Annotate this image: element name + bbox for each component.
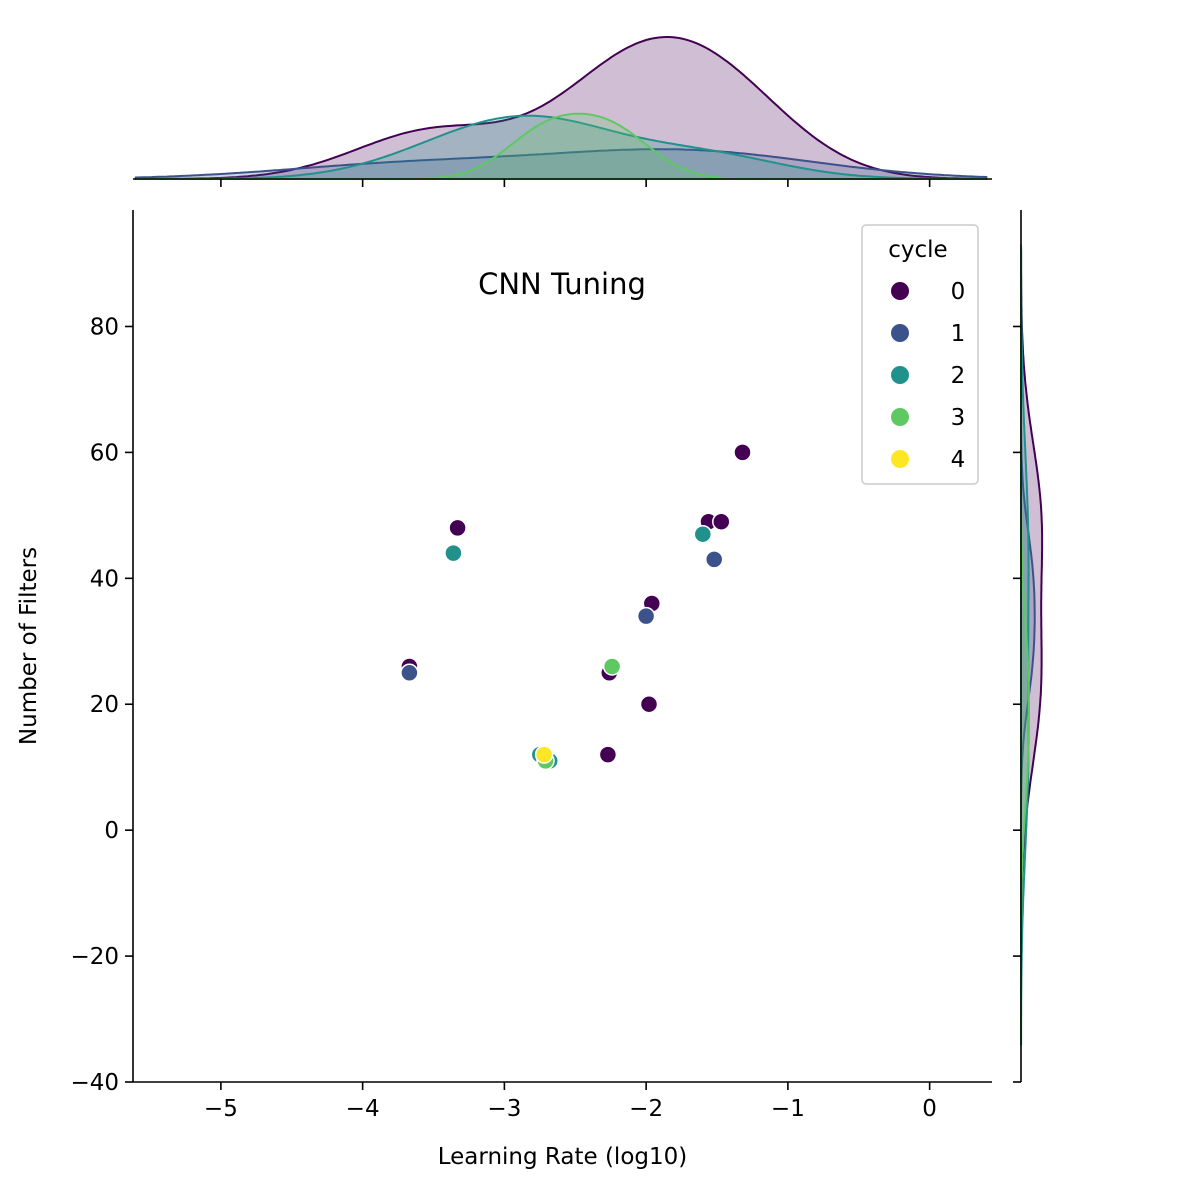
right-marginal-kde — [1020, 244, 1044, 1046]
scatter-point-cycle-0 — [639, 694, 659, 714]
scatter-point-cycle-2 — [444, 543, 463, 563]
legend-marker-cycle-2 — [891, 366, 909, 384]
legend-marker-cycle-4 — [891, 450, 909, 468]
top-marginal-kde — [134, 36, 988, 180]
legend: cycle 0 1 2 3 4 — [861, 224, 979, 485]
scatter-point-cycle-4 — [534, 745, 554, 764]
x-tick-label: −4 — [346, 1096, 380, 1122]
scatter-point-cycle-1 — [704, 550, 724, 569]
x-tick-label: −2 — [629, 1096, 663, 1122]
scatter-point-cycle-2 — [693, 524, 713, 544]
scatter-point-cycle-0 — [712, 512, 731, 531]
y-tick-label: −40 — [70, 1070, 119, 1096]
scatter-point-cycle-1 — [636, 606, 656, 626]
scatter-point-cycle-0 — [598, 745, 618, 764]
scatter-points — [400, 443, 752, 771]
y-tick-label: 20 — [90, 692, 119, 718]
x-tick-label: −5 — [204, 1096, 238, 1122]
y-tick-label: 40 — [90, 566, 119, 592]
x-axis-label: Learning Rate (log10) — [438, 1144, 688, 1170]
top-kde-series-1 — [134, 148, 988, 180]
legend-label-cycle-2: 2 — [951, 363, 966, 389]
y-tick-label: −20 — [70, 944, 119, 970]
y-tick-label: 60 — [90, 440, 119, 466]
legend-frame — [861, 224, 979, 485]
y-tick-label: 0 — [104, 818, 119, 844]
legend-marker-cycle-0 — [891, 282, 909, 300]
legend-label-cycle-3: 3 — [951, 405, 966, 431]
x-tick-label: 0 — [922, 1096, 937, 1122]
scatter-point-cycle-3 — [602, 657, 622, 676]
top-kde-series-0 — [135, 36, 988, 180]
x-tick-label: −3 — [487, 1096, 521, 1122]
x-tick-label: −1 — [771, 1096, 805, 1122]
legend-label-cycle-4: 4 — [951, 447, 966, 473]
legend-title: cycle — [888, 237, 947, 263]
y-axis-label: Number of Filters — [16, 547, 42, 745]
scatter-point-cycle-0 — [448, 518, 467, 538]
legend-marker-cycle-1 — [891, 324, 909, 342]
top-kde-series-2 — [135, 114, 987, 180]
chart-title: CNN Tuning — [478, 267, 646, 301]
legend-label-cycle-1: 1 — [951, 321, 966, 347]
y-tick-label: 80 — [90, 314, 119, 340]
scatter-point-cycle-1 — [400, 663, 419, 683]
legend-label-cycle-0: 0 — [951, 279, 966, 305]
legend-marker-cycle-3 — [891, 408, 909, 426]
scatter-point-cycle-0 — [733, 443, 752, 462]
